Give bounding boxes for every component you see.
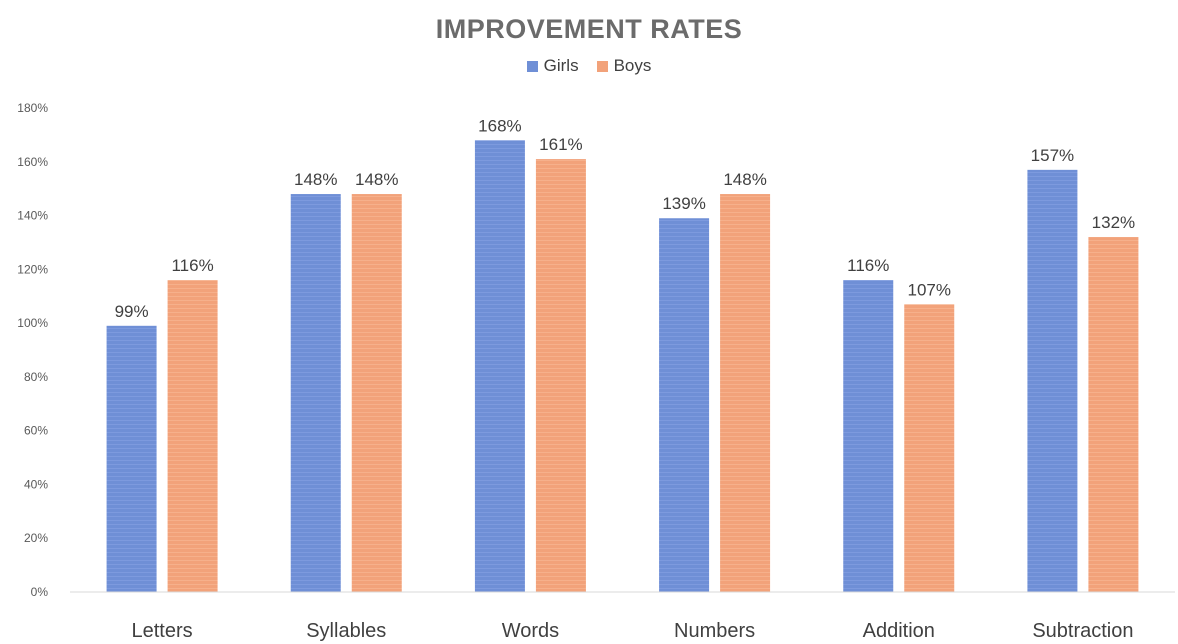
bars [106, 140, 1139, 593]
x-tick-label: Words [502, 620, 559, 642]
x-axis-labels: Letters Syllables Words Numbers Addition Subt… [132, 620, 1134, 642]
y-tick-label: 180% [17, 101, 48, 115]
legend: Girls Boys [0, 56, 1178, 76]
y-tick-label: 140% [17, 209, 48, 223]
x-tick-label: Subtraction [1032, 620, 1133, 642]
legend-label-girls: Girls [543, 56, 579, 75]
data-label: 107% [908, 280, 951, 299]
legend-swatch-boys [596, 60, 608, 72]
bar-boys-letters [167, 280, 218, 592]
data-label: 161% [539, 135, 582, 154]
bar-boys-words [535, 159, 586, 593]
data-label: 139% [662, 194, 705, 213]
x-tick-label: Numbers [674, 620, 755, 642]
y-tick-label: 160% [17, 155, 48, 169]
bar-girls-numbers [659, 218, 710, 592]
legend-item-boys: Boys [596, 56, 652, 76]
bar-girls-syllables [290, 194, 341, 593]
y-tick-label: 80% [24, 370, 48, 384]
data-label: 99% [115, 302, 149, 321]
bar-girls-words [474, 140, 525, 592]
data-label: 168% [478, 116, 521, 135]
y-axis-labels: 0% 20% 40% 60% 80% 100% 120% 140% 160% 180% [17, 101, 48, 599]
bar-boys-syllables [351, 194, 402, 593]
bar-boys-addition [904, 304, 955, 592]
x-tick-label: Syllables [306, 620, 386, 642]
y-tick-label: 40% [24, 477, 48, 491]
chart-title: IMPROVEMENT RATES [435, 14, 743, 44]
y-tick-label: 120% [17, 262, 48, 276]
data-label: 157% [1031, 146, 1074, 165]
data-label: 148% [294, 170, 337, 189]
data-label: 148% [355, 170, 398, 189]
legend-item-girls: Girls [526, 56, 579, 76]
bar-boys-numbers [720, 194, 771, 593]
y-tick-label: 60% [24, 424, 48, 438]
y-tick-label: 100% [17, 316, 48, 330]
data-label: 148% [723, 170, 766, 189]
x-tick-label: Letters [132, 620, 193, 642]
data-labels: 99% 116% 148% 148% 168% 161% 139% 148% 116% 107% 1… [115, 116, 1136, 321]
bar-girls-addition [843, 280, 894, 592]
data-label: 116% [847, 256, 889, 275]
x-tick-label: Addition [863, 620, 935, 642]
data-label: 132% [1092, 213, 1135, 232]
bar-girls-subtraction [1027, 169, 1078, 592]
legend-swatch-girls [526, 60, 538, 72]
y-tick-label: 0% [31, 585, 49, 599]
legend-label-boys: Boys [613, 56, 652, 75]
data-label: 116% [171, 256, 213, 275]
bar-boys-subtraction [1088, 237, 1139, 593]
y-tick-label: 20% [24, 531, 48, 545]
bar-girls-letters [106, 325, 157, 592]
